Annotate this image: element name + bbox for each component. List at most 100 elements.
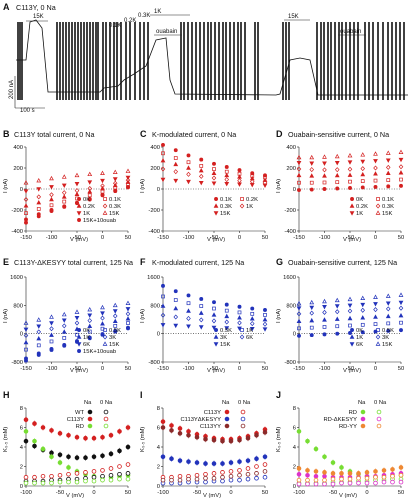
data-point <box>112 177 118 182</box>
data-point <box>173 289 178 294</box>
data-point <box>49 332 54 337</box>
y-tick-label: 0 <box>20 484 23 490</box>
legend-label: 0K <box>83 328 90 334</box>
data-point <box>117 471 122 477</box>
data-point <box>262 183 268 188</box>
panel-d: D Ouabain-sensitive current, 0 Na I (nA)… <box>276 129 404 243</box>
data-point <box>36 200 42 205</box>
data-point <box>322 477 327 483</box>
data-point <box>348 331 352 335</box>
data-point <box>364 480 370 486</box>
data-point <box>356 471 361 476</box>
panel-letter-d: D <box>276 129 283 139</box>
data-point <box>385 170 391 175</box>
panel-i-na-header: Na <box>222 400 230 406</box>
data-point <box>263 307 267 312</box>
y-tick-label: 4 <box>293 445 297 451</box>
x-tick-label: -50 <box>329 490 337 496</box>
data-point <box>91 469 97 474</box>
data-point <box>199 157 204 162</box>
legend-marker-na <box>224 416 230 422</box>
panel-letter-h: H <box>3 390 10 400</box>
legend-marker-na <box>360 409 366 415</box>
legend-marker-0na <box>240 409 246 415</box>
legend-marker <box>349 334 355 339</box>
current-trace <box>16 19 408 96</box>
data-point <box>199 297 204 301</box>
data-point <box>87 180 93 185</box>
data-point <box>36 194 42 200</box>
data-point <box>125 307 131 312</box>
data-point <box>339 480 344 486</box>
data-point <box>108 466 114 471</box>
legend-marker-0na <box>103 423 109 429</box>
data-point <box>398 157 404 163</box>
data-point <box>186 315 191 321</box>
legend-marker-0na <box>376 423 382 429</box>
data-point <box>334 172 340 178</box>
data-point <box>309 154 315 160</box>
data-point <box>61 174 67 179</box>
y-tick-label: -200 <box>284 208 296 214</box>
legend-marker <box>239 334 245 340</box>
data-point <box>373 151 378 156</box>
panel-letter-e: E <box>3 257 9 267</box>
legend-marker-0na <box>103 416 109 422</box>
data-point <box>348 185 352 190</box>
data-point <box>211 181 217 186</box>
y-tick-label: 400 <box>150 145 160 151</box>
data-point <box>262 454 268 460</box>
data-point <box>262 469 268 474</box>
panel-f-xlabel: V (mV) <box>207 368 225 374</box>
data-point <box>112 313 118 319</box>
data-point <box>211 471 217 476</box>
data-point <box>160 312 166 318</box>
data-point <box>203 475 208 481</box>
x-tick-label: 50 <box>398 235 404 241</box>
data-point <box>87 185 93 191</box>
data-point <box>305 481 310 487</box>
data-point <box>177 431 183 436</box>
x-tick-label: 50 <box>125 366 131 372</box>
data-point <box>57 460 63 465</box>
data-point <box>100 189 105 194</box>
data-point <box>23 438 29 444</box>
data-point <box>360 322 365 327</box>
data-point <box>364 475 370 481</box>
data-point <box>83 455 88 461</box>
data-point <box>23 196 29 203</box>
label-01k: 0.1K <box>109 23 121 29</box>
data-point <box>199 164 204 168</box>
data-point <box>237 477 242 483</box>
data-point <box>262 321 268 327</box>
data-point <box>160 477 166 483</box>
data-point <box>203 479 208 485</box>
data-point <box>245 471 251 477</box>
data-point <box>399 177 403 182</box>
data-point <box>173 314 179 320</box>
x-tick-label: -50 <box>193 490 201 496</box>
legend-label: 0.5K <box>109 328 121 334</box>
data-point <box>322 154 327 159</box>
x-tick-label: -50 <box>346 235 354 241</box>
legend-marker <box>214 328 218 332</box>
data-point <box>125 316 131 321</box>
data-point <box>32 474 37 480</box>
panel-b-title: C113Y total current, 0 Na <box>14 130 94 139</box>
data-point <box>399 328 403 333</box>
data-point <box>23 327 29 333</box>
data-point <box>254 464 259 469</box>
data-point <box>100 468 105 473</box>
data-point <box>87 193 92 198</box>
data-point <box>224 308 229 313</box>
data-point <box>108 432 114 438</box>
data-point <box>334 297 340 303</box>
data-point <box>211 170 217 175</box>
data-point <box>322 332 327 337</box>
data-point <box>112 302 118 308</box>
y-tick-label: 0 <box>293 187 296 193</box>
data-point <box>212 167 216 171</box>
y-tick-label: -800 <box>148 360 160 366</box>
data-point <box>173 161 179 167</box>
